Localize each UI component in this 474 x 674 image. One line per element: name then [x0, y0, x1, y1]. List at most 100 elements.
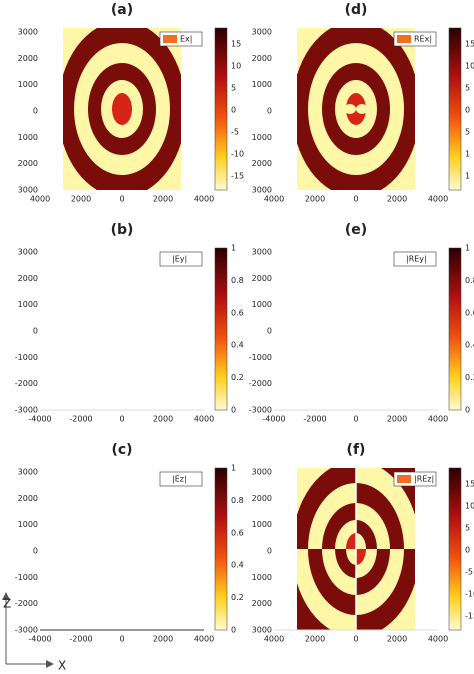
y-tick-label: 3000 — [18, 248, 38, 257]
colorbar — [214, 27, 228, 191]
y-tick-label: 3000 — [252, 626, 272, 635]
colorbar-tick-label: 1 — [231, 244, 236, 253]
quadrant — [297, 468, 356, 549]
x-tick-label: -4000 — [262, 415, 285, 424]
x-tick-label: 0 — [119, 635, 124, 644]
colorbar-tick-label: -5 — [465, 568, 473, 577]
legend-label: Ex| — [180, 35, 192, 44]
y-tick-label: 0 — [267, 327, 272, 336]
z-label: Z — [3, 597, 11, 611]
y-tick-label: 2000 — [252, 494, 272, 503]
legend-box — [159, 251, 203, 267]
colorbar — [214, 467, 228, 631]
colorbar-tick-label: 5 — [231, 84, 236, 93]
colorbar — [448, 247, 462, 411]
colorbar-tick-label: -15 — [465, 612, 474, 621]
x-tick-label: 2000 — [153, 195, 173, 204]
y-tick-label: 2000 — [252, 599, 272, 608]
y-tick-label: 2000 — [18, 54, 38, 63]
heatmap — [63, 28, 181, 190]
colorbar-tick-label: -15 — [231, 172, 244, 181]
y-tick-label: 0 — [33, 327, 38, 336]
panel: (e) |REy| -4000 -2000 0 2000 4000 3000 2000 1000 0… — [249, 222, 474, 424]
axes-indicator: Z X — [2, 592, 66, 673]
heatmap — [297, 468, 415, 630]
panel: (b) |Ey| -4000 -2000 0 2000 4000 3000 2000 1000 0 -… — [15, 222, 244, 424]
y-tick-label: 2000 — [252, 274, 272, 283]
colorbar-tick-label: 0.4 — [231, 561, 244, 570]
y-tick-label: -3000 — [249, 406, 272, 415]
panel-title: (d) — [345, 2, 368, 18]
y-tick-label: 3000 — [252, 468, 272, 477]
x-tick-label: 0 — [119, 415, 124, 424]
colorbar-tick-label: 15 — [465, 480, 474, 489]
y-tick-label: 2000 — [18, 274, 38, 283]
y-tick-label: 0 — [33, 107, 38, 116]
x-tick-label: 4000 — [194, 195, 214, 204]
colorbar — [214, 247, 228, 411]
x-tick-label: 4000 — [428, 195, 448, 204]
colorbar-tick-label: 5 — [465, 524, 470, 533]
x-tick-label: 2000 — [71, 195, 91, 204]
legend-label: |Ey| — [172, 255, 187, 264]
colorbar-tick-label: -10 — [231, 150, 244, 159]
panel-title: (b) — [111, 222, 134, 238]
y-tick-label: 3000 — [252, 28, 272, 37]
legend-box — [393, 251, 437, 267]
x-tick-label: 0 — [353, 635, 358, 644]
blob — [344, 104, 356, 114]
y-tick-label: 0 — [267, 547, 272, 556]
colorbar-tick-label: 0.6 — [465, 308, 474, 317]
x-tick-label: 2000 — [153, 635, 173, 644]
colorbar-tick-label: 10 — [465, 62, 474, 71]
panel-title: (c) — [111, 442, 132, 458]
legend-label: |REz| — [414, 475, 434, 484]
x-tick-label: -2000 — [69, 415, 92, 424]
y-tick-label: 2000 — [18, 494, 38, 503]
colorbar-tick-label: 0.2 — [231, 593, 244, 602]
x-tick-label: 2000 — [387, 195, 407, 204]
colorbar-tick-label: 10 — [465, 502, 474, 511]
x-tick-label: 0 — [353, 195, 358, 204]
y-tick-label: 2000 — [252, 54, 272, 63]
y-tick-label: 2000 — [252, 159, 272, 168]
heatmap — [297, 28, 415, 190]
x-tick-label: 4000 — [264, 635, 284, 644]
colorbar-tick-label: -10 — [465, 590, 474, 599]
heat-ring — [346, 549, 356, 565]
x-tick-label: 4000 — [428, 635, 448, 644]
colorbar-tick-label: 10 — [231, 62, 241, 71]
y-tick-label: 1000 — [18, 300, 38, 309]
y-tick-label: 3000 — [252, 248, 272, 257]
blob — [356, 104, 368, 114]
y-tick-label: 1000 — [18, 133, 38, 142]
x-tick-label: 4000 — [264, 195, 284, 204]
panel: (c) |Ez| -4000 -2000 0 2000 4000 3000 2000 1000 0 -… — [15, 442, 244, 644]
quadrant — [297, 549, 356, 630]
legend-box — [159, 471, 203, 487]
legend-label: |REy| — [406, 255, 427, 264]
x-tick-label: 0 — [119, 195, 124, 204]
colorbar — [448, 27, 462, 191]
y-tick-label: 1000 — [252, 520, 272, 529]
colorbar-tick-label: 0.8 — [231, 496, 244, 505]
x-tick-label: -2000 — [303, 415, 326, 424]
panel-title: (f) — [347, 442, 366, 458]
y-tick-label: -1000 — [249, 353, 272, 362]
colorbar-tick-label: 0.6 — [231, 528, 244, 537]
x-tick-label: 2000 — [387, 635, 407, 644]
y-tick-label: 1000 — [252, 573, 272, 582]
y-tick-label: 1000 — [252, 133, 272, 142]
x-tick-label: 4000 — [194, 635, 214, 644]
heat-ring — [346, 533, 356, 549]
y-tick-label: 1000 — [252, 80, 272, 89]
y-tick-label: -1000 — [15, 573, 38, 582]
colorbar-tick-label: 0.8 — [465, 276, 474, 285]
y-tick-label: -3000 — [15, 626, 38, 635]
heat-ring — [356, 533, 366, 549]
colorbar-tick-label: 0.8 — [231, 276, 244, 285]
colorbar-tick-label: 0.6 — [231, 308, 244, 317]
colorbar-tick-label: 0.2 — [465, 373, 474, 382]
y-tick-label: -2000 — [15, 599, 38, 608]
y-tick-label: 1000 — [18, 80, 38, 89]
